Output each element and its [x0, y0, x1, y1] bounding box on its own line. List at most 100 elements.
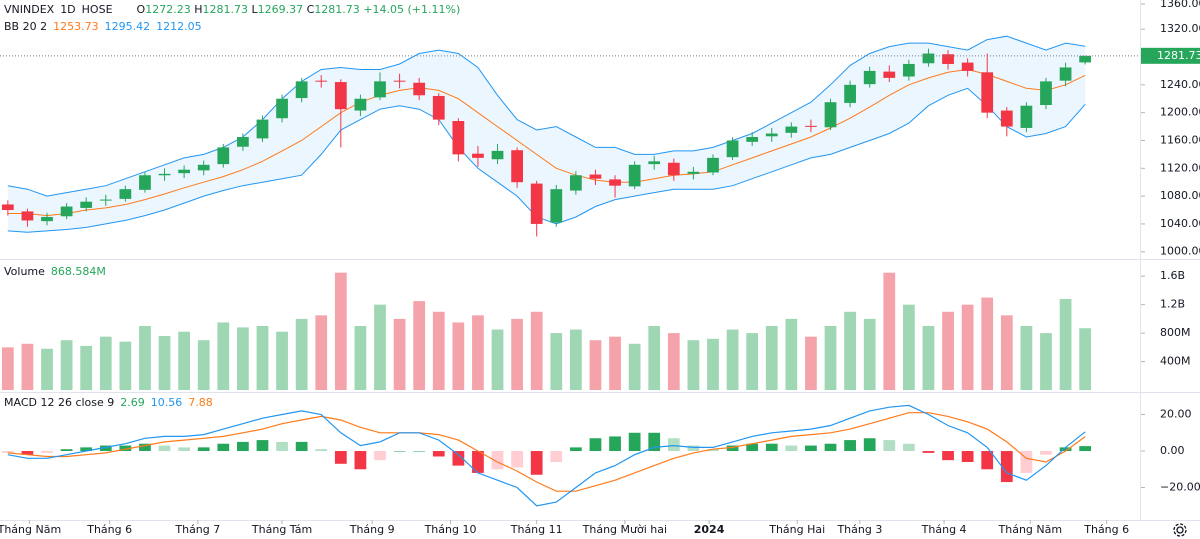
volume-bar — [824, 326, 837, 390]
indicator-name[interactable]: Volume — [4, 265, 45, 278]
volume-bar — [80, 345, 93, 390]
candle-body — [530, 183, 543, 224]
macd-histogram-bar — [863, 438, 876, 452]
x-tick-label: Tháng Năm — [0, 523, 61, 536]
x-tick-label: Tháng 10 — [424, 523, 477, 536]
candle-body — [511, 150, 523, 183]
volume-bar — [1040, 333, 1052, 390]
candle-body — [354, 98, 367, 111]
candle-body — [1059, 67, 1072, 81]
indicator-value: 10.56 — [150, 396, 183, 409]
candle-body — [432, 95, 445, 120]
ohlc-letter: H — [194, 3, 203, 16]
volume-bar — [805, 336, 817, 390]
symbol[interactable]: VNINDEX — [4, 3, 55, 16]
volume-bar — [334, 272, 347, 390]
volume-bar — [393, 318, 406, 390]
macd-histogram-bar — [961, 451, 974, 462]
volume-bar — [119, 341, 132, 390]
candle-body — [119, 189, 132, 199]
volume-bar — [41, 348, 53, 390]
macd-histogram-bar — [981, 451, 994, 470]
volume-bar — [961, 304, 974, 390]
y-tick-label: 1360.00 — [1160, 0, 1200, 10]
candle-body — [158, 173, 171, 176]
bb-legend: BB 20 2 1253.73 1295.42 1212.05 — [4, 20, 202, 33]
candle-body — [707, 157, 719, 173]
volume-bar — [139, 326, 151, 390]
y-tick-label: 1160.00 — [1160, 133, 1200, 146]
candle-body — [785, 126, 798, 133]
macd-histogram-bar — [570, 447, 582, 452]
macd-histogram-bar — [315, 449, 328, 452]
signal-line — [7, 412, 1086, 492]
indicator-value: 1212.05 — [156, 20, 202, 33]
x-tick-label: Tháng Tám — [251, 523, 312, 536]
indicator-name[interactable]: MACD 12 26 close 9 — [4, 396, 115, 409]
macd-histogram-bar — [491, 451, 504, 470]
volume-bar — [1020, 326, 1033, 390]
interval[interactable]: 1D — [60, 3, 76, 16]
volume-bar — [765, 326, 778, 390]
candle-body — [217, 147, 230, 165]
x-tick-label: Tháng 4 — [921, 523, 967, 536]
macd-histogram-bar — [432, 451, 445, 457]
macd-histogram-bar — [60, 449, 73, 452]
candle-body — [942, 54, 954, 64]
candle-body — [589, 174, 602, 179]
volume-bar — [785, 318, 798, 390]
y-tick-label: 1200.00 — [1160, 106, 1200, 119]
macd-histogram-bar — [589, 438, 602, 452]
symbol-legend: VNINDEX 1D HOSE O1272.23 H1281.73 L1269.… — [4, 3, 460, 16]
candle-body — [1040, 81, 1052, 106]
candle-body — [922, 53, 935, 64]
ohlc-value: 1269.37 — [257, 3, 304, 16]
y-tick-label: 1240.00 — [1160, 78, 1200, 91]
macd-histogram-bar — [530, 451, 543, 475]
candle-body — [315, 80, 328, 82]
bb-lower — [7, 87, 1086, 233]
volume-bar — [354, 326, 367, 390]
ohlc-value: 1281.73 — [314, 3, 360, 16]
candle-body — [256, 119, 269, 139]
macd-histogram-bar — [942, 451, 954, 461]
y-tick-label: 800M — [1160, 326, 1191, 339]
candle-body — [139, 175, 151, 190]
volume-bar — [472, 315, 484, 390]
volume-bar — [609, 336, 621, 390]
candle-body — [824, 102, 837, 128]
candle-body — [1079, 55, 1092, 63]
volume-bar — [550, 333, 563, 390]
volume-bar — [687, 340, 700, 390]
y-tick-label: 1040.00 — [1160, 217, 1200, 230]
last-price-label: 1281.73 — [1157, 49, 1200, 62]
volume-bar — [844, 311, 856, 390]
candle-body — [844, 84, 856, 103]
volume-bar — [491, 329, 504, 390]
macd-histogram-bar — [80, 447, 93, 452]
candle-body — [981, 72, 994, 113]
macd-histogram-bar — [393, 451, 406, 452]
exchange[interactable]: HOSE — [81, 3, 113, 16]
indicator-value: 868.584M — [50, 265, 106, 278]
candle-body — [197, 164, 210, 171]
volume-bar — [1079, 328, 1092, 390]
candle-body — [452, 121, 465, 155]
ohlc: O1272.23 H1281.73 L1269.37 C1281.73 +14.… — [137, 3, 461, 16]
indicator-name[interactable]: BB 20 2 — [4, 20, 48, 33]
macd-histogram-bar — [765, 443, 778, 452]
indicator-value: 2.69 — [120, 396, 145, 409]
candle-body — [902, 63, 915, 77]
volume-bar — [1059, 298, 1072, 390]
macd-histogram-bar — [41, 451, 53, 453]
y-tick-label: 1320.00 — [1160, 22, 1200, 35]
macd-histogram-bar — [726, 445, 739, 452]
macd-histogram-bar — [883, 440, 896, 452]
volume-bar — [452, 322, 465, 390]
macd-histogram-bar — [413, 451, 426, 452]
volume-bar — [648, 326, 661, 390]
ohlc-letter: O — [136, 3, 146, 16]
settings-icon[interactable] — [1173, 523, 1187, 537]
volume-bar — [256, 326, 269, 390]
